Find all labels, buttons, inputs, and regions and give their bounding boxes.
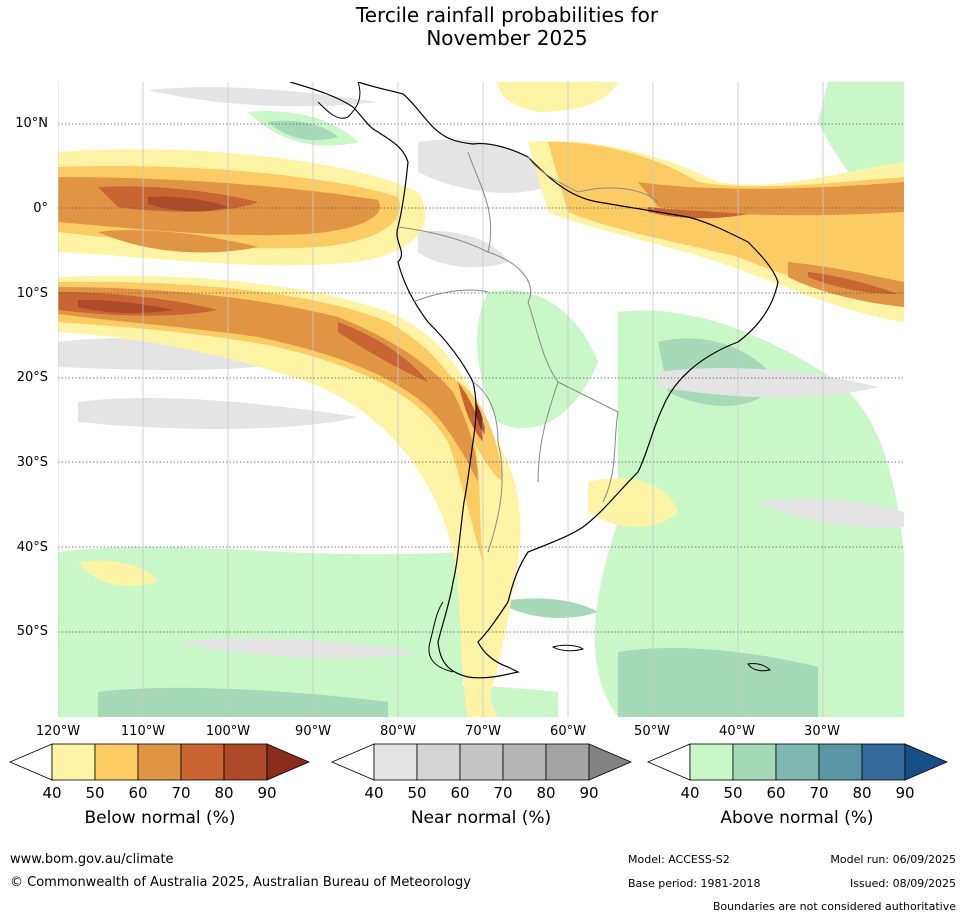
colorbar-swatch bbox=[373, 743, 418, 781]
footer-base-period: Base period: 1981-2018 bbox=[628, 877, 761, 890]
colorbar-tick-label: 70 bbox=[809, 784, 829, 802]
colorbar-tick-label: 50 bbox=[723, 784, 743, 802]
footer-website: www.bom.gov.au/climate bbox=[10, 852, 174, 867]
colorbar-tick-label: 80 bbox=[536, 784, 556, 802]
title-line-2: November 2025 bbox=[426, 26, 588, 50]
lon-label-40w: 40°W bbox=[719, 724, 755, 739]
colorbar-swatch bbox=[775, 743, 820, 781]
lon-label-90w: 90°W bbox=[295, 724, 331, 739]
colorbar-swatch bbox=[94, 743, 139, 781]
colorbar-tick-label: 70 bbox=[171, 784, 191, 802]
colorbar-tick-label: 80 bbox=[852, 784, 872, 802]
near-normal-areas bbox=[58, 87, 904, 658]
colorbar-tick-label: 80 bbox=[214, 784, 234, 802]
colorbar-tick-label: 70 bbox=[493, 784, 513, 802]
colorbar-tick-label: 60 bbox=[128, 784, 148, 802]
lon-label-100w: 100°W bbox=[205, 724, 251, 739]
colorbar-tick-label: 90 bbox=[257, 784, 277, 802]
lon-label-120w: 120°W bbox=[35, 724, 81, 739]
colorbar-max-triangle bbox=[266, 743, 311, 781]
colorbar-max-triangle bbox=[904, 743, 949, 781]
footer-copyright: © Commonwealth of Australia 2025, Austra… bbox=[10, 875, 471, 890]
colorbar-swatch bbox=[732, 743, 777, 781]
colorbar-min-triangle bbox=[646, 743, 691, 781]
colorbar-tick-label: 60 bbox=[450, 784, 470, 802]
colorbar-tick-label: 40 bbox=[680, 784, 700, 802]
map-title: Tercile rainfall probabilities for Novem… bbox=[0, 4, 965, 50]
colorbar-swatch bbox=[459, 743, 504, 781]
colorbar-tick-label: 60 bbox=[766, 784, 786, 802]
colorbar-below-svg bbox=[8, 743, 311, 781]
colorbar-swatch bbox=[689, 743, 734, 781]
lat-label-10n: 10°N bbox=[15, 116, 48, 131]
rainfall-probability-map bbox=[58, 82, 904, 717]
lat-label-30s: 30°S bbox=[16, 455, 48, 470]
colorbar-near-label: Near normal (%) bbox=[410, 808, 552, 828]
colorbar-min-triangle bbox=[8, 743, 53, 781]
lon-label-30w: 30°W bbox=[804, 724, 840, 739]
colorbar-below-label: Below normal (%) bbox=[84, 808, 236, 828]
colorbar-near-svg bbox=[330, 743, 633, 781]
footer-disclaimer: Boundaries are not considered authoritat… bbox=[712, 900, 956, 913]
lat-label-0: 0° bbox=[33, 201, 48, 216]
coastline bbox=[289, 82, 779, 679]
colorbar-swatch bbox=[137, 743, 182, 781]
colorbar-tick-label: 90 bbox=[579, 784, 599, 802]
colorbar-swatch bbox=[223, 743, 268, 781]
colorbar-tick-label: 40 bbox=[364, 784, 384, 802]
colorbar-above-label: Above normal (%) bbox=[720, 808, 874, 828]
colorbar-tick-label: 50 bbox=[85, 784, 105, 802]
lon-label-70w: 70°W bbox=[465, 724, 501, 739]
lat-label-20s: 20°S bbox=[16, 370, 48, 385]
colorbar-above-normal bbox=[646, 743, 950, 781]
lat-label-50s: 50°S bbox=[16, 624, 48, 639]
colorbar-tick-label: 40 bbox=[42, 784, 62, 802]
colorbar-swatch bbox=[502, 743, 547, 781]
country-borders bbox=[397, 151, 659, 553]
colorbar-swatch bbox=[416, 743, 461, 781]
colorbar-swatch bbox=[545, 743, 590, 781]
colorbar-swatch bbox=[180, 743, 225, 781]
footer-issued: Issued: 08/09/2025 bbox=[849, 877, 956, 890]
lon-label-80w: 80°W bbox=[380, 724, 416, 739]
colorbar-swatch bbox=[861, 743, 906, 781]
colorbar-below-normal bbox=[8, 743, 312, 781]
below-normal-areas bbox=[58, 82, 904, 717]
colorbar-tick-label: 50 bbox=[407, 784, 427, 802]
colorbar-swatch bbox=[818, 743, 863, 781]
lat-label-10s: 10°S bbox=[16, 286, 48, 301]
colorbar-tick-label: 90 bbox=[895, 784, 915, 802]
colorbar-max-triangle bbox=[588, 743, 633, 781]
title-line-1: Tercile rainfall probabilities for bbox=[355, 3, 659, 27]
colorbar-near-normal bbox=[330, 743, 634, 781]
colorbar-swatch bbox=[51, 743, 96, 781]
footer-model: Model: ACCESS-S2 bbox=[628, 853, 730, 866]
lat-label-40s: 40°S bbox=[16, 540, 48, 555]
lon-label-60w: 60°W bbox=[550, 724, 586, 739]
colorbar-min-triangle bbox=[330, 743, 375, 781]
lon-label-110w: 110°W bbox=[120, 724, 166, 739]
footer-model-run: Model run: 06/09/2025 bbox=[830, 853, 956, 866]
graticule bbox=[58, 123, 904, 633]
lon-label-50w: 50°W bbox=[634, 724, 670, 739]
colorbar-above-svg bbox=[646, 743, 949, 781]
